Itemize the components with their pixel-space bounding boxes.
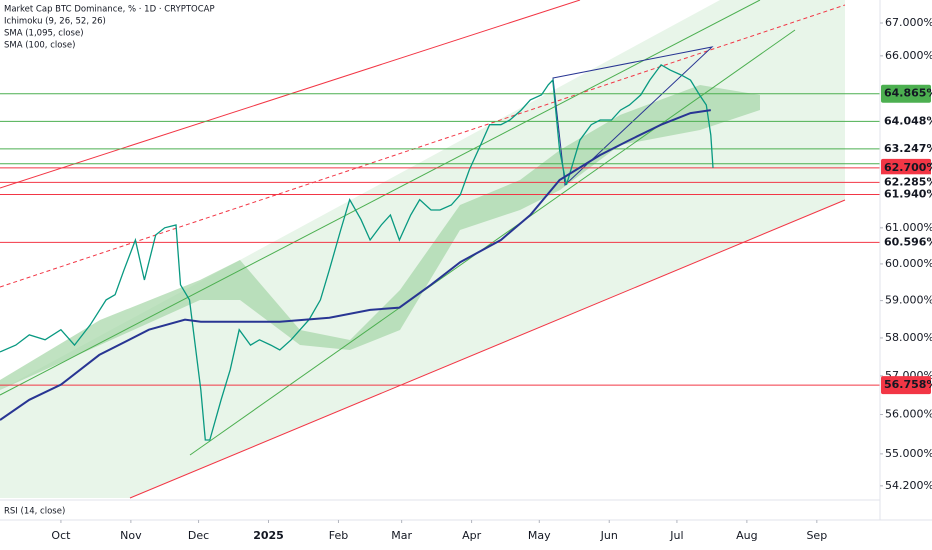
x-tick-label: Apr [462, 529, 482, 542]
level-label-box [881, 158, 931, 177]
legend-entry: SMA (100, close) [4, 41, 75, 51]
plot [0, 63, 714, 441]
levels [0, 93, 880, 386]
x-tick-label: Oct [51, 529, 71, 542]
series-line [0, 63, 714, 441]
channel-lower-red [129, 199, 846, 499]
y-tick-label: 54.200% [885, 479, 932, 492]
level-label: 63.247% [884, 142, 932, 155]
level-label-box [881, 84, 931, 103]
chart-title: Market Cap BTC Dominance, % · 1D · CRYPT… [4, 5, 215, 15]
x-tick-label: Jul [669, 529, 683, 542]
x-tick-label: 2025 [253, 529, 284, 542]
triangle-pattern [552, 46, 714, 187]
level-label-bg [881, 113, 931, 130]
x-tick-label: Dec [188, 529, 209, 542]
level-label-box [881, 376, 931, 395]
series-line [0, 109, 711, 421]
level-label-bg [881, 186, 931, 203]
drawings [0, 0, 846, 499]
level-label: 62.700% [884, 161, 932, 174]
pane-label: RSI (14, close) [4, 507, 65, 517]
y-tick-label: 67.000% [885, 16, 932, 29]
x-tick-label: Jun [600, 529, 618, 542]
x-tick-label: Nov [120, 529, 142, 542]
channel-mid [0, 4, 846, 288]
x-tick-label: Sep [806, 529, 827, 542]
y-tick-label: 58.000% [885, 331, 932, 344]
y-tick-label: 61.000% [885, 221, 932, 234]
ichimoku-cloud [0, 85, 760, 390]
channel-upper-green [0, 0, 761, 396]
level-label: 64.048% [884, 114, 932, 127]
axes: 67.000% 66.000% 61.000% 60.000% 59.000% 58.00… [51, 16, 932, 542]
level-label: 62.285% [884, 175, 932, 188]
x-tick-label: May [528, 529, 551, 542]
y-tick-label: 60.000% [885, 257, 932, 270]
y-tick-label: 56.000% [885, 408, 932, 421]
level-label-bg [881, 140, 931, 157]
level-label: 64.865% [884, 87, 932, 100]
x-tick-label: Mar [391, 529, 412, 542]
level-label: 60.596% [884, 235, 932, 248]
level-label-bg [881, 174, 931, 191]
x-tick-label: Feb [329, 529, 348, 542]
x-tick-label: Aug [736, 529, 757, 542]
y-tick-label: 55.000% [885, 447, 932, 460]
indicator-label: Ichimoku (9, 26, 52, 26) [4, 17, 106, 27]
level-label: 56.758% [884, 378, 932, 391]
level-label-bg [881, 234, 931, 251]
indicator-label: SMA (1,095, close) [4, 29, 84, 39]
level-label: 61.940% [884, 187, 932, 200]
y-tick-label: 66.000% [885, 49, 932, 62]
y-tick-label: 59.000% [885, 294, 932, 307]
channel-fill [0, 0, 845, 498]
